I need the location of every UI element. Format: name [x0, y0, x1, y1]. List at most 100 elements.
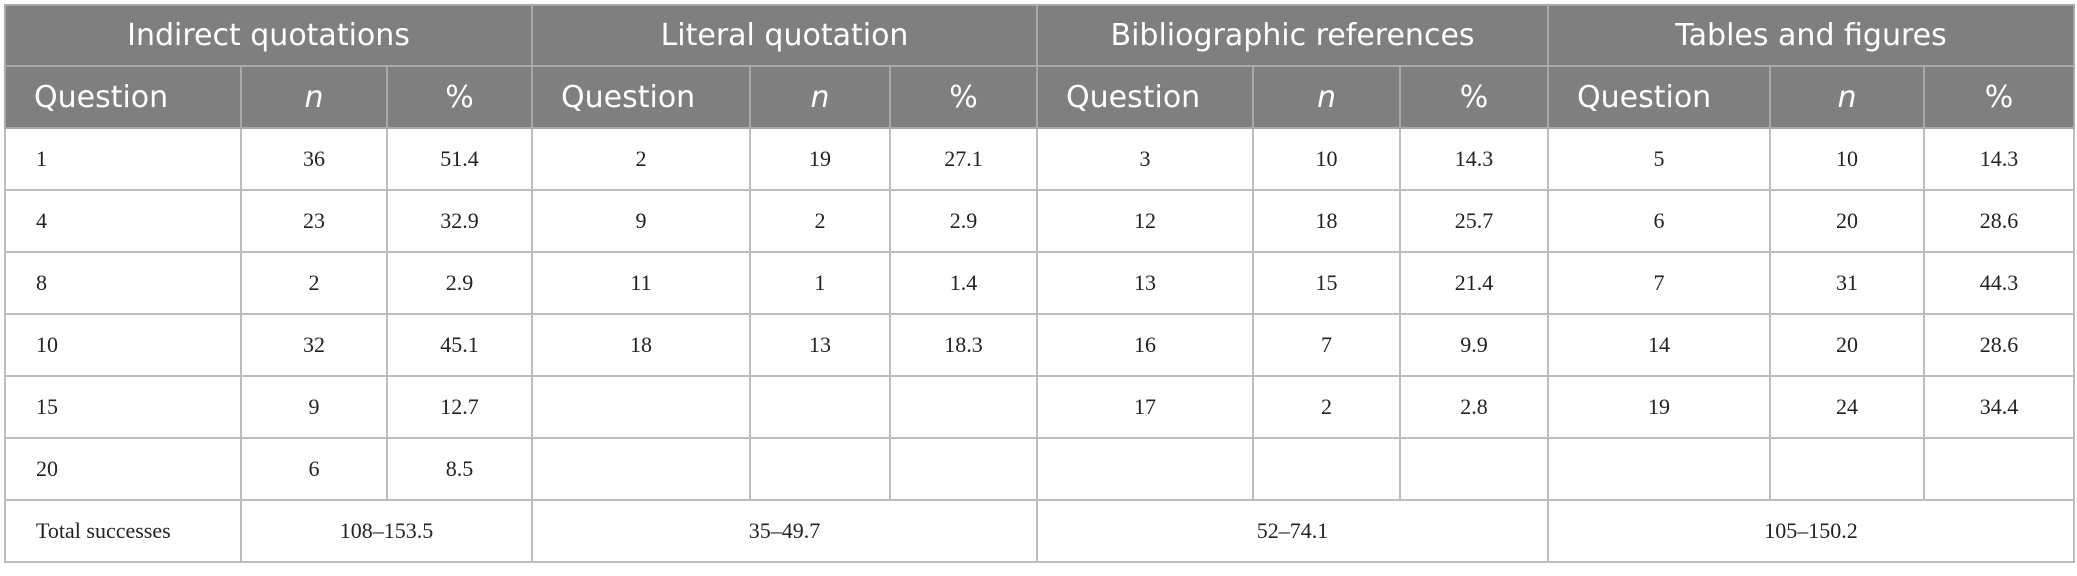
- cell: 28.6: [1923, 189, 2076, 253]
- data-row: 8 2 2.9 11 1 1.4 13 15 21.4 7 31 44.3: [4, 251, 2076, 315]
- results-table: Indirect quotations Literal quotation Bibl…: [3, 4, 2076, 563]
- group-title: Bibliographic references: [1036, 4, 1550, 67]
- cell: 14.3: [1399, 127, 1550, 191]
- cell: 12.7: [385, 375, 534, 439]
- cell: 15: [4, 375, 242, 439]
- cell: 2.8: [1399, 375, 1550, 439]
- empty-cell: [889, 437, 1039, 501]
- empty-cell: [749, 437, 892, 501]
- total-row: Total successes 108–153.5 35–49.7 52–74.1 10…: [4, 499, 2076, 563]
- empty-cell: [1923, 437, 2076, 501]
- cell: 6: [1547, 189, 1772, 253]
- cell: 25.7: [1399, 189, 1550, 253]
- cell: 31: [1769, 251, 1926, 315]
- cell: 20: [1769, 313, 1926, 377]
- empty-cell: [1769, 437, 1926, 501]
- empty-cell: [1399, 437, 1550, 501]
- cell: 16: [1036, 313, 1255, 377]
- column-header: %: [1399, 65, 1550, 129]
- column-header: Question: [4, 65, 242, 129]
- column-header: Question: [1036, 65, 1255, 129]
- empty-cell: [1547, 437, 1772, 501]
- group-title: Literal quotation: [531, 4, 1039, 67]
- data-row: 15 9 12.7 17 2 2.8 19 24 34.4: [4, 375, 2076, 439]
- empty-cell: [531, 375, 752, 439]
- cell: 6: [240, 437, 388, 501]
- total-value: 105–150.2: [1547, 499, 2076, 563]
- cell: 24: [1769, 375, 1926, 439]
- cell: 2: [749, 189, 892, 253]
- column-header: %: [385, 65, 534, 129]
- empty-cell: [1036, 437, 1255, 501]
- cell: 32.9: [385, 189, 534, 253]
- cell: 8: [4, 251, 242, 315]
- cell: 27.1: [889, 127, 1039, 191]
- cell: 45.1: [385, 313, 534, 377]
- group-title: Indirect quotations: [3, 4, 534, 67]
- cell: 13: [1036, 251, 1255, 315]
- cell: 15: [1252, 251, 1402, 315]
- cell: 4: [4, 189, 242, 253]
- cell: 13: [749, 313, 892, 377]
- cell: 2: [1252, 375, 1402, 439]
- cell: 23: [240, 189, 388, 253]
- group-header-row: Indirect quotations Literal quotation Bibl…: [3, 4, 2076, 67]
- cell: 2.9: [385, 251, 534, 315]
- cell: 1.4: [889, 251, 1039, 315]
- cell: 10: [1252, 127, 1402, 191]
- cell: 7: [1547, 251, 1772, 315]
- total-value: 52–74.1: [1036, 499, 1550, 563]
- data-row: 10 32 45.1 18 13 18.3 16 7 9.9 14 20 28.6: [4, 313, 2076, 377]
- cell: 17: [1036, 375, 1255, 439]
- empty-cell: [749, 375, 892, 439]
- cell: 28.6: [1923, 313, 2076, 377]
- cell: 2: [240, 251, 388, 315]
- column-header: n: [1769, 65, 1926, 129]
- column-header: Question: [1547, 65, 1772, 129]
- page: Indirect quotations Literal quotation Bibl…: [0, 4, 2077, 576]
- cell: 14.3: [1923, 127, 2076, 191]
- cell: 1: [4, 127, 242, 191]
- column-header: %: [1923, 65, 2076, 129]
- cell: 2.9: [889, 189, 1039, 253]
- cell: 14: [1547, 313, 1772, 377]
- column-header: n: [240, 65, 388, 129]
- cell: 19: [1547, 375, 1772, 439]
- cell: 21.4: [1399, 251, 1550, 315]
- cell: 3: [1036, 127, 1255, 191]
- cell: 8.5: [385, 437, 534, 501]
- cell: 20: [1769, 189, 1926, 253]
- cell: 51.4: [385, 127, 534, 191]
- cell: 9: [240, 375, 388, 439]
- cell: 20: [4, 437, 242, 501]
- total-value: 35–49.7: [531, 499, 1039, 563]
- cell: 12: [1036, 189, 1255, 253]
- cell: 2: [531, 127, 752, 191]
- column-header: n: [1252, 65, 1402, 129]
- cell: 44.3: [1923, 251, 2076, 315]
- cell: 1: [749, 251, 892, 315]
- total-label: Total successes: [4, 499, 242, 563]
- data-row: 20 6 8.5: [4, 437, 2076, 501]
- table-head: Indirect quotations Literal quotation Bibl…: [3, 4, 2076, 129]
- cell: 36: [240, 127, 388, 191]
- column-header: %: [889, 65, 1039, 129]
- empty-cell: [531, 437, 752, 501]
- column-header-row: Question n% Question n% Question n% Question n%: [4, 65, 2076, 129]
- cell: 10: [4, 313, 242, 377]
- empty-cell: [889, 375, 1039, 439]
- cell: 32: [240, 313, 388, 377]
- cell: 18.3: [889, 313, 1039, 377]
- cell: 10: [1769, 127, 1926, 191]
- table-body: 1 36 51.4 2 19 27.1 3 10 14.3 5 10 14.3 4 23 32.9 9 2 2.9…: [4, 127, 2076, 563]
- cell: 9.9: [1399, 313, 1550, 377]
- cell: 18: [531, 313, 752, 377]
- data-row: 4 23 32.9 9 2 2.9 12 18 25.7 6 20 28.6: [4, 189, 2076, 253]
- cell: 9: [531, 189, 752, 253]
- cell: 19: [749, 127, 892, 191]
- column-header: n: [749, 65, 892, 129]
- column-header: Question: [531, 65, 752, 129]
- cell: 7: [1252, 313, 1402, 377]
- group-title: Tables and figures: [1547, 4, 2076, 67]
- empty-cell: [1252, 437, 1402, 501]
